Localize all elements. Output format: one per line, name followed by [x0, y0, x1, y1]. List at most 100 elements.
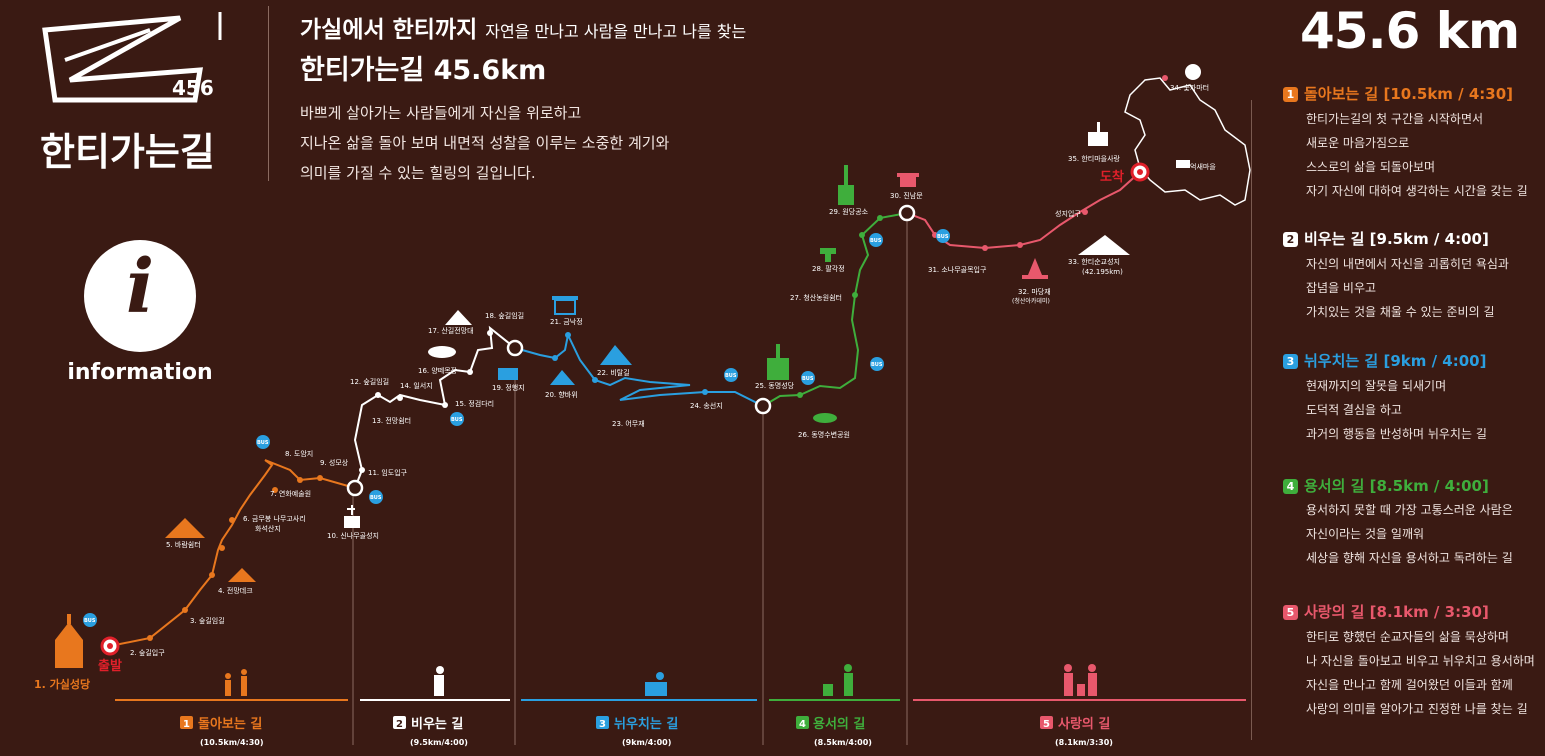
svg-text:30. 진남문: 30. 진남문	[890, 191, 923, 200]
svg-text:13. 전망쉼터: 13. 전망쉼터	[372, 416, 411, 425]
svg-text:11. 임도입구: 11. 임도입구	[368, 469, 408, 477]
svg-text:(9.5km/4:00): (9.5km/4:00)	[410, 738, 468, 747]
district-outline	[1124, 77, 1251, 206]
svg-text:28. 팔각정: 28. 팔각정	[812, 264, 845, 273]
section-4-line: 자신이라는 것을 일깨워	[1306, 527, 1425, 541]
header-title-line2: 한티가는길 45.6km	[300, 55, 547, 86]
two-figures-icon	[823, 664, 853, 696]
mountain-icon	[445, 310, 472, 325]
pavilion-icon	[552, 296, 578, 315]
svg-text:비우는 길: 비우는 길	[411, 717, 463, 732]
svg-text:BUS: BUS	[370, 495, 382, 501]
svg-text:5. 바람쉼터: 5. 바람쉼터	[166, 540, 201, 549]
svg-text:31. 소나무골목입구: 31. 소나무골목입구	[928, 265, 987, 274]
svg-text:2: 2	[396, 719, 403, 730]
svg-text:BUS: BUS	[802, 376, 814, 382]
svg-text:4: 4	[799, 719, 806, 730]
svg-text:BUS: BUS	[870, 238, 882, 244]
svg-text:27. 청산농원쉼터: 27. 청산농원쉼터	[790, 293, 842, 302]
route-section-4	[762, 212, 908, 407]
svg-text:(10.5km/4:30): (10.5km/4:30)	[200, 738, 264, 747]
section-junction-marker	[898, 204, 916, 222]
svg-text:BUS: BUS	[725, 373, 737, 379]
pavilion-icon	[813, 165, 854, 423]
svg-text:9. 성모상: 9. 성모상	[320, 458, 349, 467]
svg-text:25. 동명성당: 25. 동명성당	[755, 381, 795, 390]
church-icon	[344, 505, 360, 528]
svg-text:29. 원당공소: 29. 원당공소	[829, 207, 869, 216]
header-title: 가실에서 한티까지 자연을 만나고 사람을 만나고 나를 찾는	[300, 10, 746, 44]
svg-text:(8.1km/3:30): (8.1km/3:30)	[1055, 738, 1113, 747]
bottom-section-1-label: 1 돌아보는 길 (10.5km/4:30)	[180, 716, 264, 747]
section-1-line: 한티가는길의 첫 구간을 시작하면서	[1306, 112, 1484, 126]
svg-text:성지입구: 성지입구	[1055, 209, 1081, 218]
bottom-section-2-label: 2 비우는 길 (9.5km/4:00)	[393, 716, 468, 747]
section-3-heading: 3 뉘우치는 길 [9km / 4:00]	[1283, 350, 1486, 371]
info-icon[interactable]	[84, 240, 196, 352]
bus-stop-icon: BUS	[801, 371, 815, 385]
bottom-section-5-label: 5 사랑의 길 (8.1km/3:30)	[1040, 716, 1113, 747]
svg-text:(9km/4:00): (9km/4:00)	[622, 738, 671, 747]
header-desc-line: 의미를 가질 수 있는 힐링의 길입니다.	[300, 164, 536, 182]
svg-text:(42.195km): (42.195km)	[1082, 268, 1123, 276]
svg-text:32. 마당재: 32. 마당재	[1018, 287, 1051, 296]
section-5-line: 자신을 만나고 함께 걸어왔던 이들과 함께	[1306, 678, 1513, 692]
svg-text:(청산아카데미): (청산아카데미)	[1012, 297, 1050, 305]
tree-icon	[1022, 258, 1048, 279]
svg-text:2. 숲길입구: 2. 숲길입구	[130, 649, 165, 657]
header-desc-line: 바쁘게 살아가는 사람들에게 자신을 위로하고	[300, 104, 582, 122]
walkers-icon	[225, 669, 247, 696]
section-4-heading: 4 용서의 길 [8.5km / 4:00]	[1283, 475, 1489, 496]
svg-text:3. 숲길임길: 3. 숲길임길	[190, 617, 225, 625]
svg-text:15. 정검다리: 15. 정검다리	[455, 399, 494, 408]
svg-text:10. 신나무골성지: 10. 신나무골성지	[327, 531, 379, 540]
svg-text:8. 도암지: 8. 도암지	[285, 449, 313, 458]
svg-text:16. 양떼목장: 16. 양떼목장	[418, 366, 458, 375]
family-icon	[1064, 664, 1097, 696]
svg-text:21. 금낙정: 21. 금낙정	[550, 317, 583, 326]
svg-text:BUS: BUS	[451, 417, 463, 423]
bottom-section-3-label: 3 뉘우치는 길 (9km/4:00)	[596, 716, 678, 747]
route-section-2	[353, 325, 516, 489]
rock-icon	[498, 345, 632, 385]
side-divider	[1251, 100, 1252, 740]
svg-text:22. 비탈길: 22. 비탈길	[597, 368, 630, 377]
header-title-sub: 자연을 만나고 사람을 만나고 나를 찾는	[485, 22, 747, 41]
shrine-icon	[1078, 64, 1201, 255]
svg-text:사랑의 길: 사랑의 길	[1058, 716, 1110, 732]
bus-stop-icon: BUS	[369, 490, 383, 504]
section-junction-marker	[754, 397, 772, 415]
svg-text:돌아보는 길: 돌아보는 길	[198, 716, 262, 732]
section-2-heading: 2 비우는 길 [9.5km / 4:00]	[1283, 228, 1489, 249]
svg-text:6. 금무봉 나무고사리: 6. 금무봉 나무고사리	[243, 514, 306, 523]
section-1-heading: 1 돌아보는 길 [10.5km / 4:30]	[1283, 83, 1513, 104]
bottom-section-4-label: 4 용서의 길 (8.5km/4:00)	[796, 716, 872, 747]
header-desc-line: 지나온 삶을 돌아 보며 내면적 성찰을 이루는 소중한 계기와	[300, 134, 670, 152]
section-2-line: 잡념을 비우고	[1306, 281, 1377, 295]
svg-text:(8.5km/4:00): (8.5km/4:00)	[814, 738, 872, 747]
section-5-line: 사랑의 의미를 알아가고 진정한 나를 찾는 길	[1306, 702, 1528, 716]
section-5-heading: 5 사랑의 길 [8.1km / 3:30]	[1283, 601, 1489, 622]
hiker-icon	[434, 666, 444, 696]
svg-text:33. 한티순교성지: 33. 한티순교성지	[1068, 257, 1120, 266]
section-junction-marker	[346, 479, 364, 497]
bus-stop-icon: BUS	[724, 368, 738, 382]
logo-mark	[42, 12, 222, 103]
info-glyph: i	[125, 244, 155, 330]
bus-stop-icon: BUS	[450, 412, 464, 426]
mountain-icon	[165, 518, 256, 582]
svg-text:1. 가실성당: 1. 가실성당	[34, 677, 90, 691]
section-3-line: 과거의 행동을 반성하며 뉘우치는 길	[1306, 427, 1487, 441]
section-3-line: 현재까지의 잘못을 되새기며	[1306, 379, 1447, 393]
total-distance: 45.6 km	[1300, 2, 1520, 60]
section-1-line: 스스로의 삶을 되돌아보며	[1306, 160, 1436, 174]
svg-text:14. 일서지: 14. 일서지	[400, 381, 433, 390]
svg-text:18. 숲길임길: 18. 숲길임길	[485, 312, 524, 320]
svg-text:뉘우치는 길: 뉘우치는 길	[614, 716, 678, 732]
svg-text:24. 송선지: 24. 송선지	[690, 401, 723, 410]
info-label: information	[67, 360, 213, 385]
svg-text:BUS: BUS	[937, 234, 949, 240]
svg-text:19. 정행지: 19. 정행지	[492, 383, 525, 392]
svg-text:35. 한티마을사랑: 35. 한티마을사랑	[1068, 154, 1121, 163]
